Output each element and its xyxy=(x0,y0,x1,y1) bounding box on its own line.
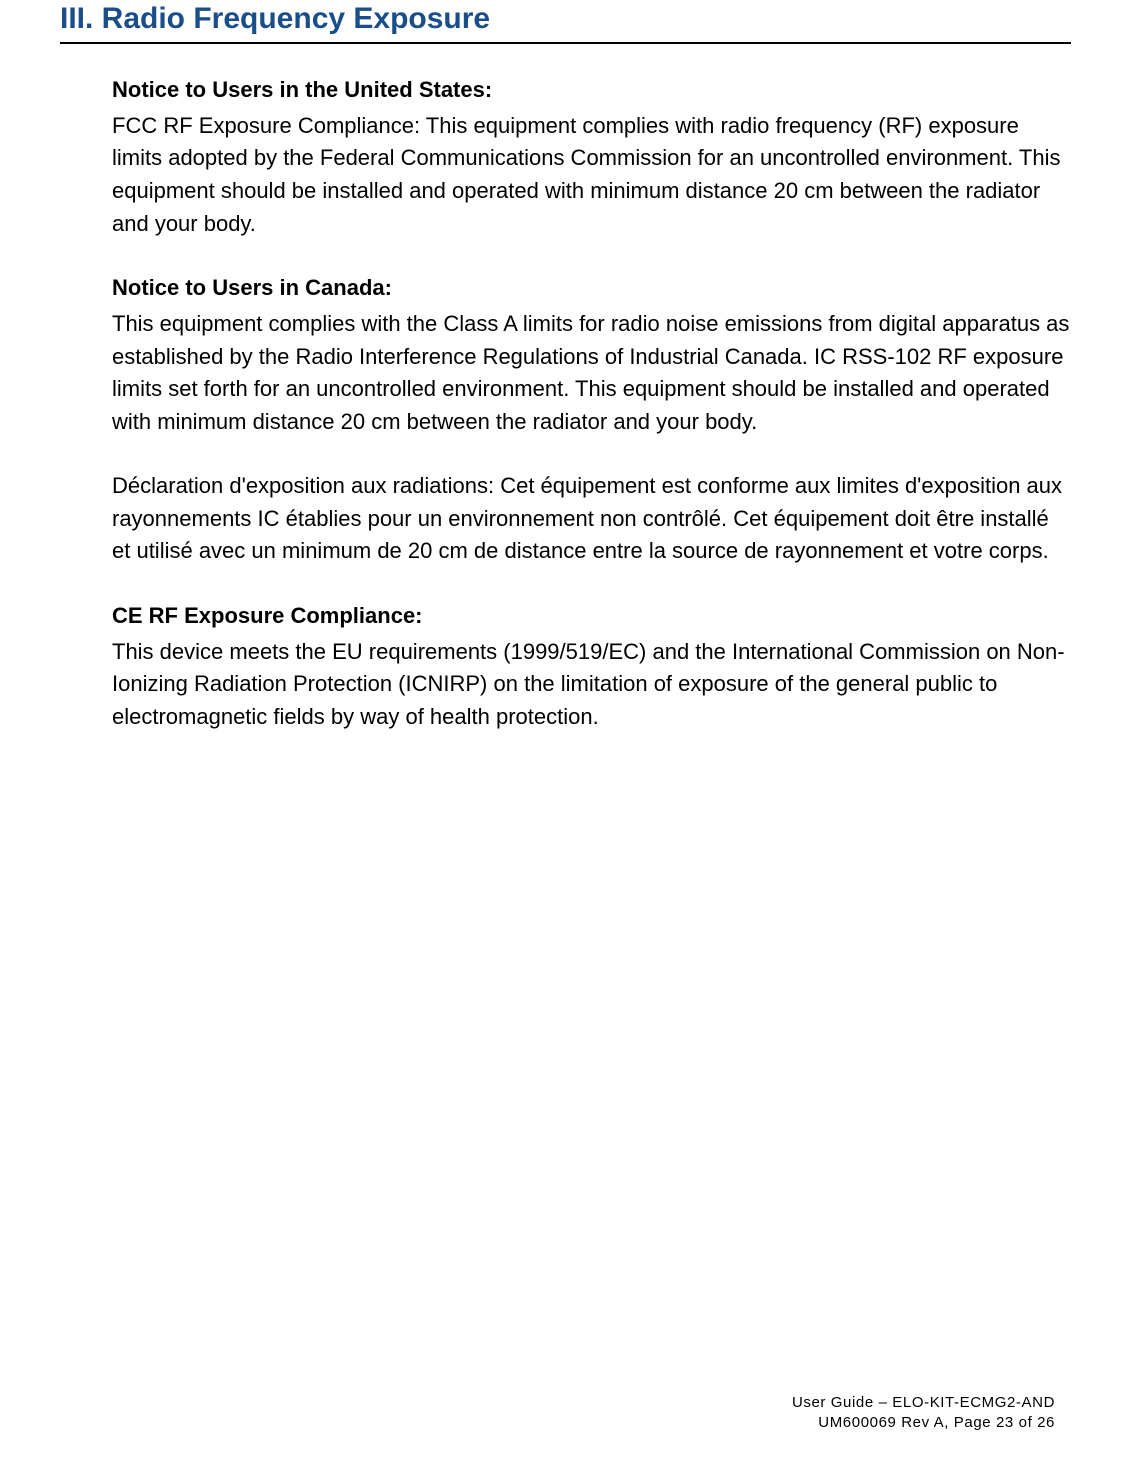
footer-line-2: UM600069 Rev A, Page 23 of 26 xyxy=(792,1413,1055,1433)
document-page: III. Radio Frequency Exposure Notice to … xyxy=(0,0,1131,1469)
page-footer: User Guide – ELO-KIT-ECMG2-AND UM600069 … xyxy=(792,1393,1055,1434)
notice-canada-body-en: This equipment complies with the Class A… xyxy=(112,308,1071,438)
footer-line-1: User Guide – ELO-KIT-ECMG2-AND xyxy=(792,1393,1055,1413)
notice-us-heading: Notice to Users in the United States: xyxy=(112,74,1071,106)
notice-canada-body-fr: Déclaration d'exposition aux radiations:… xyxy=(112,470,1071,568)
body-content: Notice to Users in the United States: FC… xyxy=(60,74,1071,733)
notice-canada-heading: Notice to Users in Canada: xyxy=(112,272,1071,304)
section-title: III. Radio Frequency Exposure xyxy=(60,0,1071,36)
notice-us-body: FCC RF Exposure Compliance: This equipme… xyxy=(112,110,1071,240)
section-rule xyxy=(60,42,1071,44)
notice-ce-body: This device meets the EU requirements (1… xyxy=(112,636,1071,734)
notice-ce-heading: CE RF Exposure Compliance: xyxy=(112,600,1071,632)
